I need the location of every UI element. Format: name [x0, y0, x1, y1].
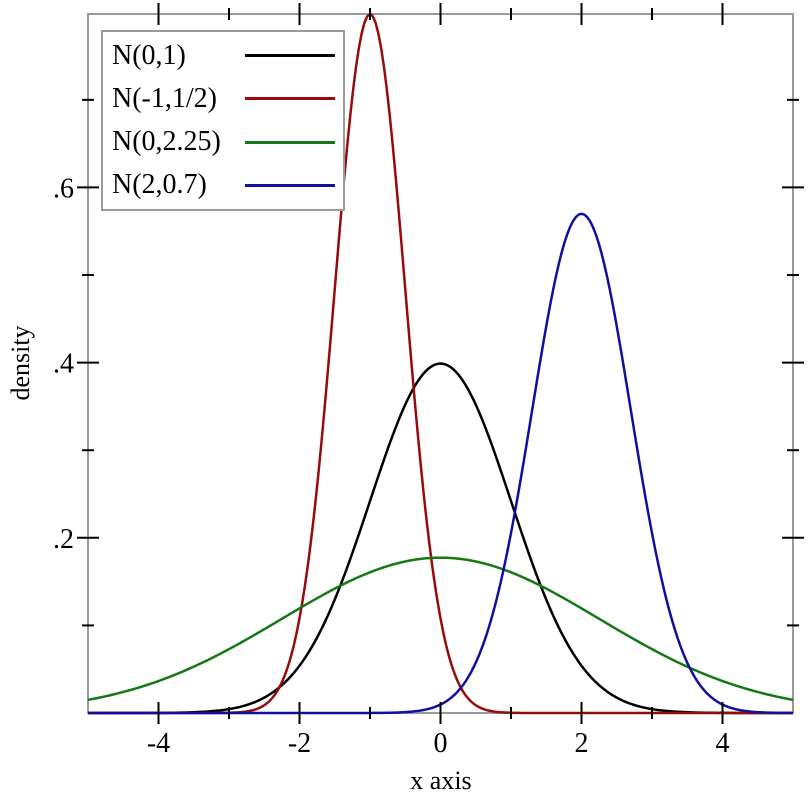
legend-line-swatch	[245, 54, 335, 58]
x-axis-tick-label: 4	[716, 728, 730, 759]
density-curve-0	[88, 362, 793, 715]
legend-item: N(0,2.25)	[103, 121, 343, 163]
legend-label: N(2,0.7)	[112, 169, 207, 201]
legend-item: N(-1,1/2)	[103, 78, 343, 120]
legend-item: N(0,1)	[103, 35, 343, 77]
legend-line-swatch	[245, 140, 335, 144]
x-axis-tick-label: 2	[575, 728, 589, 759]
legend-line-swatch	[245, 183, 335, 187]
y-axis-tick-label: .2	[53, 524, 74, 555]
density-curve-2	[87, 556, 794, 702]
y-axis-tick-label: .4	[53, 349, 74, 380]
x-axis-tick-label: -2	[288, 728, 311, 759]
legend-label: N(-1,1/2)	[112, 82, 217, 114]
legend-line-swatch	[245, 97, 335, 101]
y-axis-label: density	[6, 325, 35, 400]
legend-label: N(0,2.25)	[112, 126, 221, 158]
y-axis-tick-label: .6	[53, 173, 74, 204]
density-curve-3	[88, 212, 794, 715]
legend: N(0,1) N(-1,1/2) N(0,2.25) N(2,0.7)	[101, 30, 345, 211]
x-axis-label: x axis	[410, 766, 471, 795]
x-axis-tick-label: -4	[147, 728, 170, 759]
legend-item: N(2,0.7)	[103, 164, 343, 206]
x-axis-tick-label: 0	[434, 728, 448, 759]
legend-label: N(0,1)	[112, 39, 186, 71]
